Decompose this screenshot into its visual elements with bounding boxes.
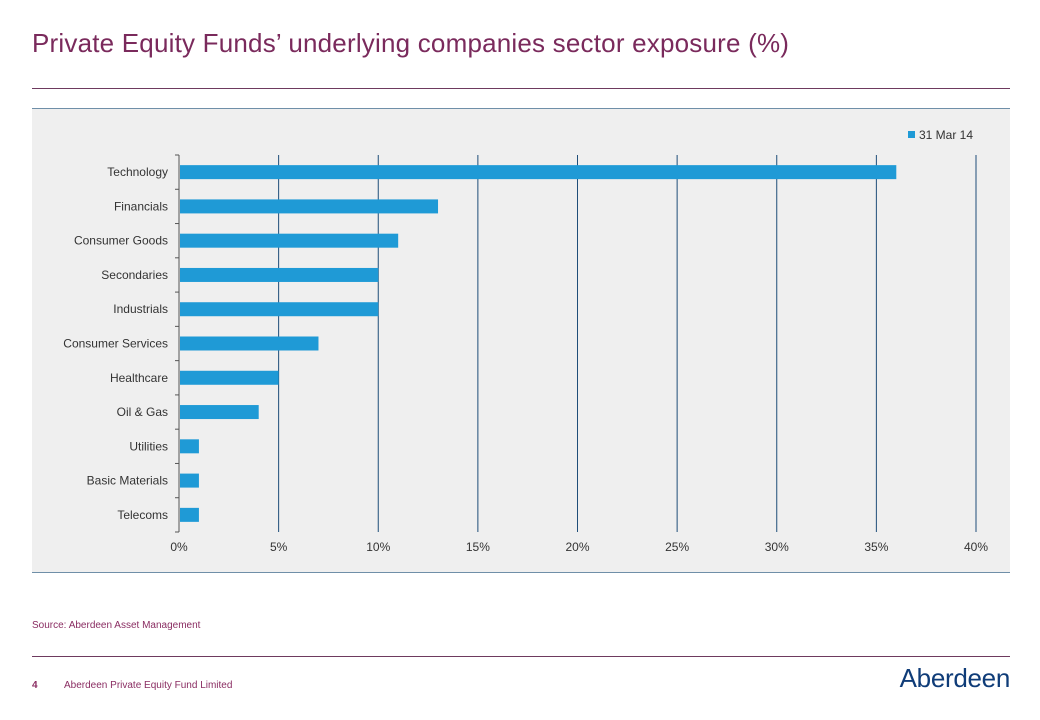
bar <box>180 302 379 317</box>
aberdeen-logo: Aberdeen <box>899 663 1011 693</box>
category-label: Technology <box>107 165 168 179</box>
category-label: Consumer Services <box>63 337 168 351</box>
footer-divider <box>32 656 1010 657</box>
x-tick-label: 40% <box>964 540 988 554</box>
bar <box>180 199 439 214</box>
bar <box>180 233 399 248</box>
page-title: Private Equity Funds’ underlying compani… <box>32 28 790 58</box>
bar <box>180 473 199 488</box>
x-tick-label: 25% <box>665 540 689 554</box>
category-label: Industrials <box>113 302 168 316</box>
x-tick-label: 5% <box>270 540 288 554</box>
category-label: Oil & Gas <box>117 405 168 419</box>
category-label: Utilities <box>129 439 168 453</box>
bar <box>180 370 279 385</box>
chart-panel: Technology Financials Consumer Goods Second… <box>32 108 1010 573</box>
category-label: Healthcare <box>110 371 168 385</box>
category-label: Consumer Goods <box>74 234 168 248</box>
x-tick-label: 20% <box>565 540 589 554</box>
legend-swatch <box>908 131 915 138</box>
x-tick-label: 0% <box>170 540 188 554</box>
bar <box>180 507 199 522</box>
bar <box>180 405 259 420</box>
bar <box>180 165 897 180</box>
x-tick-label: 30% <box>765 540 789 554</box>
x-tick-label: 35% <box>864 540 888 554</box>
bar <box>180 267 379 282</box>
bar-chart: Technology Financials Consumer Goods Second… <box>63 128 988 554</box>
source-note: Source: Aberdeen Asset Management <box>32 620 201 631</box>
category-label: Telecoms <box>117 508 168 522</box>
title-divider <box>32 88 1010 89</box>
category-label: Financials <box>114 199 168 213</box>
x-tick-label: 15% <box>466 540 490 554</box>
company-name: Aberdeen Private Equity Fund Limited <box>64 680 233 691</box>
legend-label: 31 Mar 14 <box>919 128 973 142</box>
page-number: 4 <box>32 680 38 691</box>
category-label: Secondaries <box>101 268 168 282</box>
bar <box>180 336 319 351</box>
bar <box>180 439 199 454</box>
x-tick-label: 10% <box>366 540 390 554</box>
category-label: Basic Materials <box>87 474 168 488</box>
